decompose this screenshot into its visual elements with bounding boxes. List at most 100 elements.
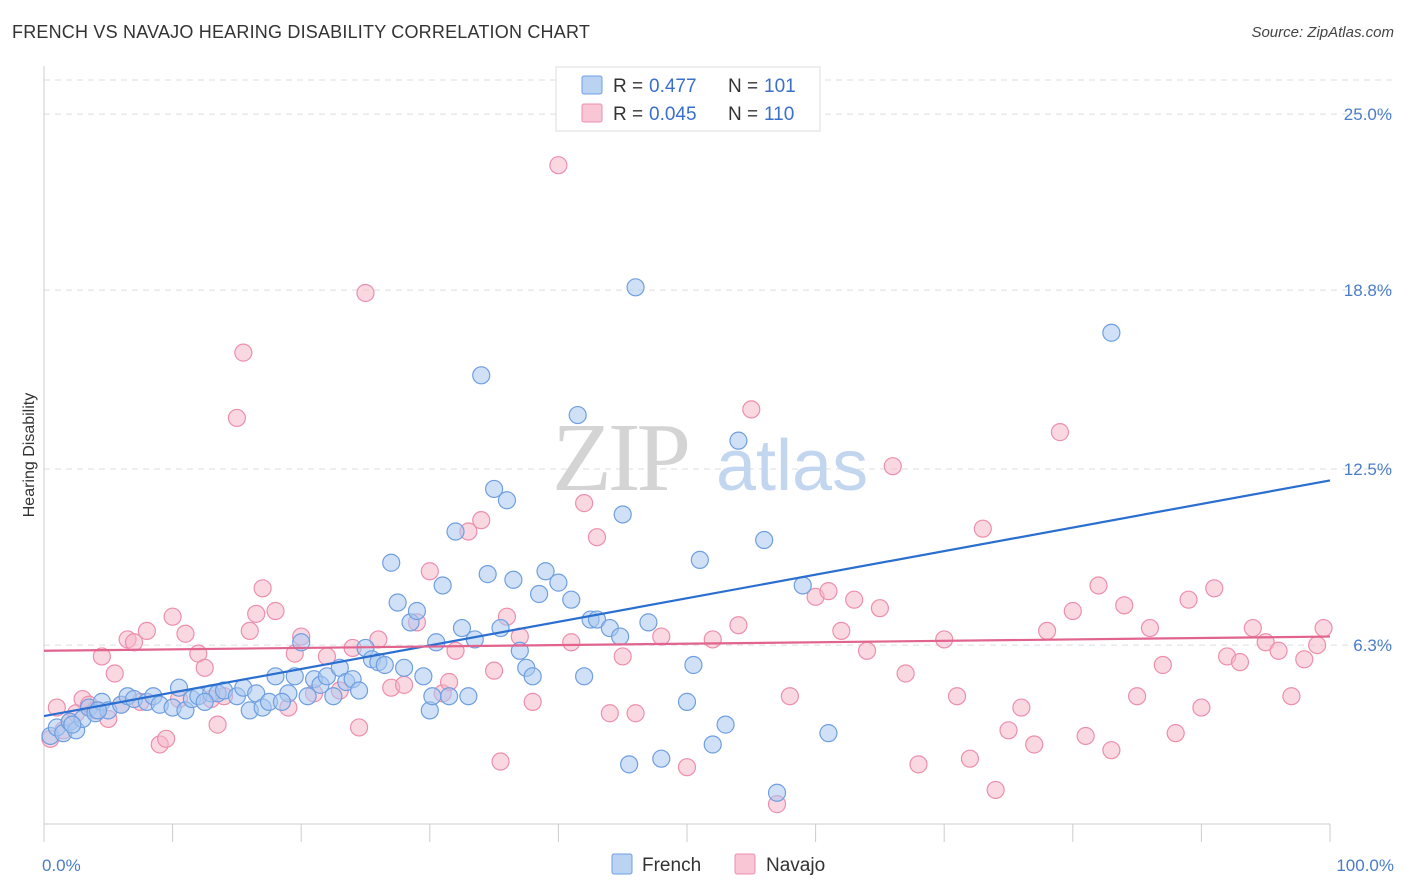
navajo-point-18 xyxy=(163,607,182,626)
legend-n-label-navajo: N = xyxy=(728,104,758,125)
grid-lines xyxy=(44,79,1392,646)
legend-swatch-navajo xyxy=(581,103,603,123)
navajo-point-90 xyxy=(1076,726,1095,746)
french-point-32 xyxy=(285,667,304,686)
navajo-point-43 xyxy=(394,675,414,694)
navajo-point-84 xyxy=(999,721,1018,740)
french-point-57 xyxy=(452,618,472,638)
navajo-point-55 xyxy=(523,692,542,711)
navajo-point-82 xyxy=(973,519,992,538)
navajo-point-107 xyxy=(1295,650,1314,669)
navajo-point-17 xyxy=(157,729,176,748)
french-point-89 xyxy=(755,530,774,550)
navajo-point-61 xyxy=(613,647,632,666)
navajo-point-95 xyxy=(1140,618,1160,638)
y-tick-label-3: 25.0% xyxy=(1344,105,1392,124)
french-point-97 xyxy=(272,692,292,711)
navajo-point-75 xyxy=(870,599,890,618)
french-point-64 xyxy=(497,491,517,510)
french-point-30 xyxy=(266,667,285,686)
watermark: ZIP atlas xyxy=(552,404,868,512)
french-point-85 xyxy=(690,550,709,570)
axes xyxy=(43,66,1331,842)
french-point-82 xyxy=(652,749,671,768)
bottom-legend: French Navajo xyxy=(611,853,825,876)
navajo-point-98 xyxy=(1179,590,1198,609)
french-point-93 xyxy=(1102,323,1121,342)
y-tick-label-0: 6.3% xyxy=(1353,636,1392,655)
french-point-81 xyxy=(639,613,658,632)
navajo-point-24 xyxy=(208,715,227,734)
navajo-point-1 xyxy=(47,698,66,717)
chart-title: FRENCH VS NAVAJO HEARING DISABILITY CORR… xyxy=(12,22,591,42)
navajo-point-66 xyxy=(729,616,748,635)
french-point-79 xyxy=(620,755,639,774)
french-point-100 xyxy=(611,627,630,646)
navajo-point-103 xyxy=(1243,618,1262,638)
navajo-point-65 xyxy=(703,630,722,649)
french-point-55 xyxy=(439,687,459,706)
navajo-point-40 xyxy=(356,283,375,303)
navajo-point-29 xyxy=(247,604,266,623)
legend: R = 0.477 N = 101 R = 0.045 N = 110 xyxy=(555,66,821,132)
navajo-point-108 xyxy=(1308,635,1327,655)
french-point-34 xyxy=(298,687,317,706)
bottom-legend-swatch-navajo xyxy=(734,853,756,875)
legend-r-label-navajo: R = xyxy=(613,104,643,125)
bottom-legend-swatch-french xyxy=(611,853,633,875)
navajo-point-105 xyxy=(1269,641,1288,660)
french-point-60 xyxy=(472,366,491,385)
navajo-point-27 xyxy=(234,343,253,362)
navajo-point-87 xyxy=(1037,621,1057,641)
y-tick-label-1: 12.5% xyxy=(1344,460,1392,479)
navajo-point-102 xyxy=(1230,653,1250,672)
navajo-point-100 xyxy=(1205,579,1224,598)
french-point-72 xyxy=(562,590,581,609)
french-point-38 xyxy=(324,687,343,706)
trend-lines xyxy=(43,479,1331,718)
french-point-84 xyxy=(684,655,703,675)
navajo-point-93 xyxy=(1115,596,1134,615)
french-point-50 xyxy=(407,601,427,621)
legend-r-value-navajo: 0.045 xyxy=(649,104,697,125)
french-point-33 xyxy=(292,633,311,652)
french-point-88 xyxy=(729,431,748,450)
french-point-51 xyxy=(414,667,433,686)
french-point-47 xyxy=(388,593,407,612)
navajo-point-63 xyxy=(652,627,671,646)
french-point-80 xyxy=(626,278,645,297)
navajo-point-26 xyxy=(227,408,246,428)
navajo-point-62 xyxy=(626,704,645,723)
french-point-61 xyxy=(478,565,497,584)
navajo-point-106 xyxy=(1282,687,1301,706)
navajo-point-81 xyxy=(960,749,980,768)
navajo-point-97 xyxy=(1166,724,1185,743)
legend-swatch-french xyxy=(581,75,603,95)
french-point-37 xyxy=(317,667,337,686)
legend-r-value-french: 0.477 xyxy=(649,76,697,97)
navajo-point-94 xyxy=(1127,687,1147,706)
french-point-99 xyxy=(423,687,442,706)
navajo-point-89 xyxy=(1063,601,1082,621)
navajo-point-59 xyxy=(587,528,607,547)
navajo-point-91 xyxy=(1089,576,1108,595)
navajo-point-69 xyxy=(780,687,799,706)
french-point-73 xyxy=(568,405,587,425)
x-tick-label-0: 0.0% xyxy=(42,856,81,875)
navajo-point-51 xyxy=(485,661,504,680)
navajo-point-77 xyxy=(896,664,915,683)
navajo-point-30 xyxy=(253,579,272,598)
navajo-point-64 xyxy=(677,758,697,777)
bottom-legend-label-navajo: Navajo xyxy=(766,855,825,876)
french-point-95 xyxy=(63,715,82,734)
french-point-70 xyxy=(536,562,555,581)
french-trend-line xyxy=(43,479,1331,718)
french-point-98 xyxy=(375,655,394,675)
x-tick-labels: 0.0% 100.0% xyxy=(42,856,1394,875)
navajo-point-10 xyxy=(105,664,124,683)
french-point-92 xyxy=(819,724,838,743)
navajo-point-31 xyxy=(266,601,285,621)
navajo-point-20 xyxy=(176,624,195,643)
navajo-point-45 xyxy=(420,562,439,581)
french-point-87 xyxy=(716,715,735,734)
